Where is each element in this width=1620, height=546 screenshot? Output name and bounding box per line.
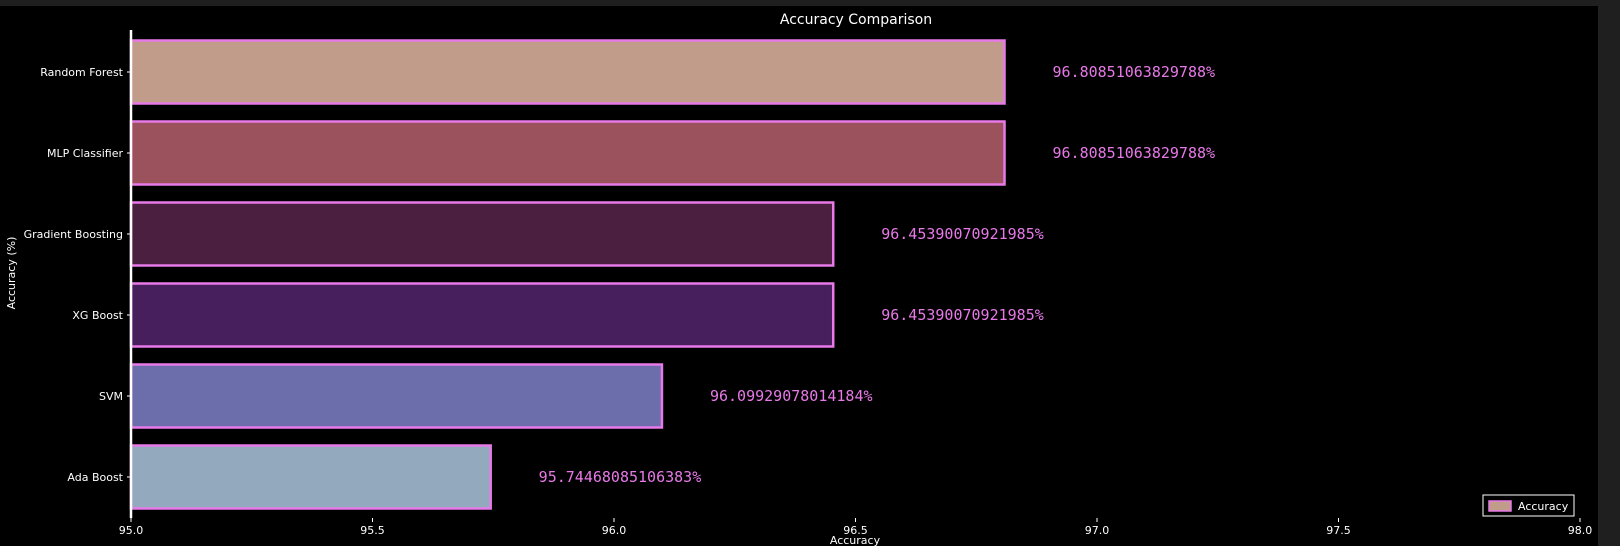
accuracy-bar-chart: Accuracy Comparison Accuracy (%) Accurac… (5, 12, 1593, 546)
y-ticks: Random Forest MLP Classifier Gradient Boos… (24, 66, 131, 484)
x-tick-label: 97.5 (1326, 524, 1351, 537)
x-tick-label: 95.5 (360, 524, 385, 537)
x-ticks: 95.0 95.5 96.0 96.5 97.0 97.5 98.0 (119, 518, 1593, 537)
value-label: 96.80851063829788% (1053, 63, 1216, 81)
bars-layer (129, 39, 1006, 510)
x-tick-label: 95.0 (119, 524, 144, 537)
bar-random-forest (129, 39, 1006, 105)
y-tick-label: Random Forest (40, 66, 123, 79)
legend-label: Accuracy (1518, 500, 1569, 513)
bar-svm (129, 363, 664, 429)
value-label: 96.45390070921985% (881, 225, 1044, 243)
y-tick-label: Ada Boost (67, 471, 123, 484)
bar-ada-boost (129, 444, 492, 510)
x-tick-label: 96.0 (602, 524, 627, 537)
x-axis-label: Accuracy (830, 534, 881, 546)
chart-frame: Accuracy Comparison Accuracy (%) Accurac… (0, 6, 1598, 546)
bar-gradient-boosting (129, 201, 835, 267)
value-label: 96.45390070921985% (881, 306, 1044, 324)
y-tick-label: MLP Classifier (47, 147, 123, 160)
x-tick-label: 97.0 (1085, 524, 1110, 537)
y-tick-label: Gradient Boosting (24, 228, 123, 241)
legend-swatch (1488, 500, 1512, 512)
bar-mlp-classifier (129, 120, 1006, 186)
y-tick-label: SVM (99, 390, 123, 403)
legend: Accuracy (1482, 494, 1575, 517)
x-tick-label: 96.5 (843, 524, 868, 537)
value-labels: 96.80851063829788% 96.80851063829788% 96.4… (539, 63, 1215, 486)
value-label: 96.80851063829788% (1053, 144, 1216, 162)
chart-title: Accuracy Comparison (780, 12, 932, 28)
y-axis-label: Accuracy (%) (5, 237, 18, 310)
x-tick-label: 98.0 (1568, 524, 1593, 537)
bar-xg-boost (129, 282, 835, 348)
y-tick-label: XG Boost (72, 309, 123, 322)
value-label: 96.09929078014184% (710, 387, 873, 405)
value-label: 95.74468085106383% (539, 468, 702, 486)
